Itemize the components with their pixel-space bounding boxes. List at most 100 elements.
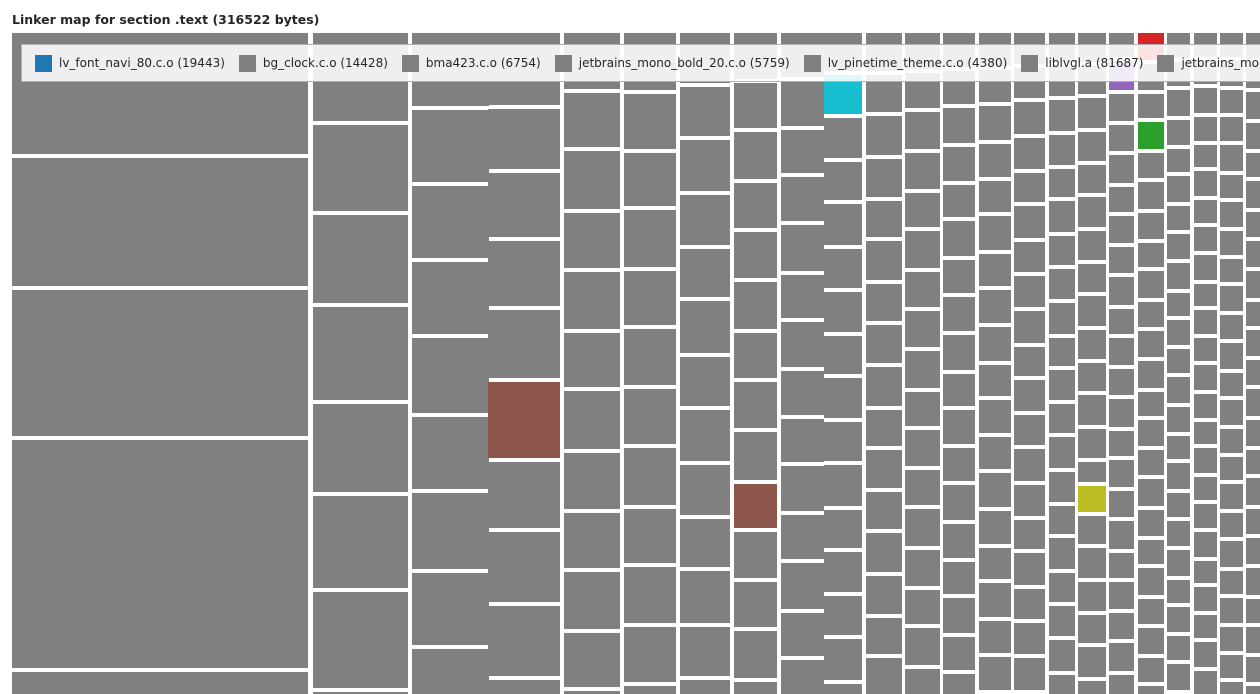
treemap-cell (564, 572, 620, 629)
treemap-cell (979, 144, 1011, 177)
treemap-cell (488, 462, 560, 528)
legend-swatch-icon (554, 54, 572, 72)
treemap-cell (564, 391, 620, 449)
treemap-cell (1167, 407, 1190, 432)
treemap-cell (905, 669, 940, 694)
treemap-cell (1220, 117, 1243, 141)
treemap-cell (564, 691, 620, 694)
treemap-cell (1138, 479, 1164, 506)
treemap-cell (1014, 623, 1045, 654)
treemap-cell (1078, 165, 1106, 193)
treemap-cell (1014, 589, 1045, 619)
treemap-cell (943, 147, 975, 181)
legend-item: bma423.c.o (6754) (401, 54, 541, 72)
treemap-cell (1109, 369, 1134, 395)
treemap-cell (1078, 296, 1106, 326)
treemap-cell (1246, 389, 1260, 416)
treemap-cell (1194, 615, 1217, 638)
legend-label: jetbrains_mono_bold_20.c.o (5759) (578, 56, 790, 70)
treemap-cell (1167, 463, 1190, 489)
treemap-cell (905, 351, 940, 388)
treemap-cell (564, 453, 620, 509)
treemap-cell (943, 524, 975, 558)
treemap-cell (1049, 640, 1075, 671)
treemap-cell (1220, 598, 1243, 623)
treemap-cell (979, 473, 1011, 507)
treemap-cell (1194, 88, 1217, 113)
treemap-cell (1078, 582, 1106, 611)
treemap-cell (1109, 94, 1134, 121)
treemap-cell (1246, 657, 1260, 682)
treemap-cell (1138, 420, 1164, 446)
legend-item: bg_clock.c.o (14428) (238, 54, 388, 72)
treemap-cell (824, 422, 862, 461)
treemap-cell (1109, 399, 1134, 427)
treemap-cell (1138, 153, 1164, 178)
treemap-cell (680, 680, 730, 694)
treemap-cell (734, 83, 777, 128)
treemap-cell (1246, 123, 1260, 149)
treemap-cell (734, 333, 777, 378)
treemap-cell (1014, 242, 1045, 272)
treemap-cell (781, 613, 824, 656)
treemap-cell (1167, 176, 1190, 202)
treemap-cell (905, 272, 940, 307)
treemap-cell (624, 448, 676, 505)
treemap-cell (979, 657, 1011, 690)
treemap-cell (1109, 277, 1134, 305)
treemap-cell (313, 125, 408, 211)
treemap-cell (1220, 655, 1243, 678)
treemap-cell (1194, 365, 1217, 390)
legend-item: lv_pinetime_theme.c.o (4380) (803, 54, 1007, 72)
treemap-cell (1014, 138, 1045, 169)
treemap-cell (1109, 125, 1134, 151)
treemap-cell (680, 410, 730, 461)
legend-swatch-icon (1021, 54, 1039, 72)
treemap-cell (824, 378, 862, 418)
treemap-cell (1078, 395, 1106, 425)
treemap-cell (905, 153, 940, 189)
treemap-cell (866, 325, 902, 363)
treemap-cell (680, 87, 730, 136)
treemap-cell (1194, 532, 1217, 557)
treemap-cell (1194, 504, 1217, 528)
treemap-cell (1167, 664, 1190, 690)
treemap-cell (734, 682, 777, 694)
treemap-cell (1014, 206, 1045, 238)
treemap-cell (1014, 173, 1045, 202)
treemap-cell (1049, 169, 1075, 197)
treemap-cell (1109, 521, 1134, 549)
treemap-cell (412, 110, 489, 182)
treemap-cell (1138, 510, 1164, 536)
treemap-cell (1014, 553, 1045, 585)
treemap-cell-highlight (1138, 122, 1164, 149)
legend-item: jetbrains_mono_76.c.o (3321) (1157, 54, 1260, 72)
legend-swatch-icon (238, 54, 256, 72)
treemap-cell (1078, 429, 1106, 458)
treemap-cell (1049, 573, 1075, 602)
treemap-cell (979, 181, 1011, 212)
treemap-cell (564, 513, 620, 568)
treemap-cell (624, 94, 676, 149)
legend-label: bg_clock.c.o (14428) (262, 56, 388, 70)
treemap-cell (905, 311, 940, 347)
treemap-cell (1138, 450, 1164, 475)
treemap-cell (1014, 658, 1045, 690)
treemap-cell (12, 440, 308, 668)
treemap-cell (1014, 347, 1045, 376)
treemap-cell (781, 419, 824, 462)
treemap-cell (1138, 658, 1164, 682)
treemap-cell (1167, 436, 1190, 459)
treemap-cell (1220, 400, 1243, 425)
treemap-cell (905, 430, 940, 466)
treemap-cell (943, 297, 975, 331)
treemap-cell (866, 159, 902, 197)
treemap-cell (1220, 541, 1243, 567)
treemap-cell (1078, 647, 1106, 677)
treemap-cell (824, 162, 862, 200)
treemap-cell (1194, 448, 1217, 473)
treemap-cell (412, 262, 489, 334)
treemap-cell (905, 590, 940, 624)
treemap-cell (1167, 90, 1190, 116)
legend-item: liblvgl.a (81687) (1021, 54, 1143, 72)
